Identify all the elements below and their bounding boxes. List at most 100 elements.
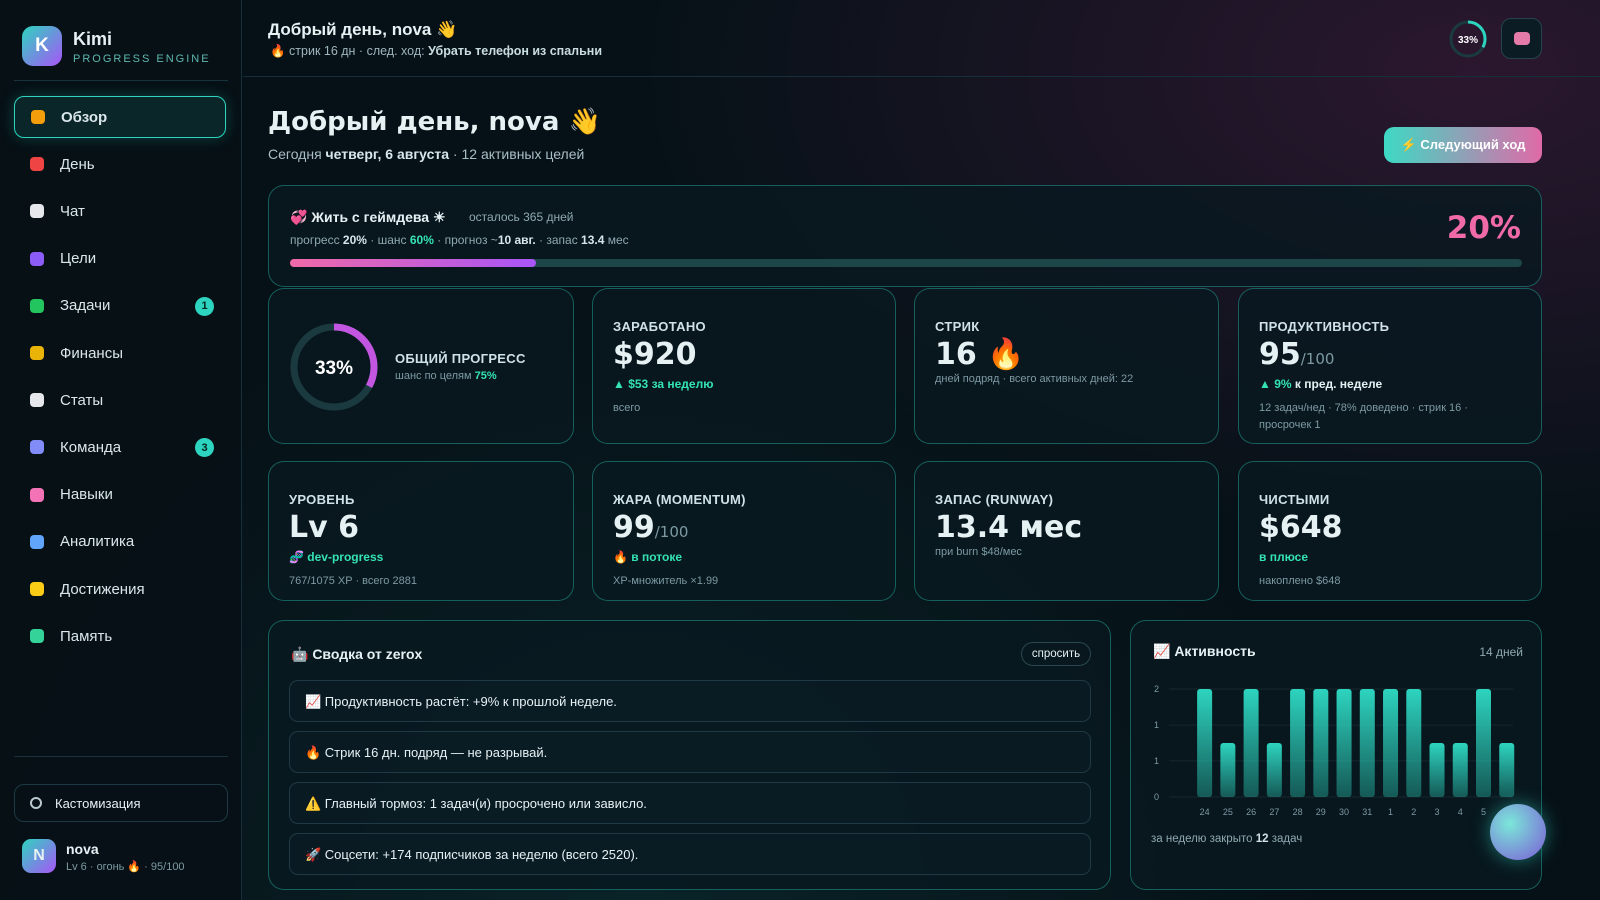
stat-card: ЗАРАБОТАНО $920 ▲ $53 за неделю всего (592, 288, 896, 444)
nav-item[interactable]: Цели (14, 238, 226, 280)
nav-badge: 3 (195, 438, 214, 458)
goal-meta-part: · запас (535, 233, 582, 247)
topbar: Добрый день, nova 👋 🔥 стрик 16 дн · след… (243, 0, 1600, 77)
stat-card: УРОВЕНЬ Lv 6 🧬 dev-progress 767/1075 XP · в… (268, 461, 574, 601)
x-tick-label: 4 (1458, 807, 1463, 817)
nav-item[interactable]: День (14, 143, 226, 185)
card-delta: ▲ 9% к пред. неделе (1259, 377, 1382, 391)
streak-text: 🔥 стрик 16 дн · след. ход: (270, 44, 429, 58)
bot-icon (1514, 32, 1530, 45)
card-value: 95/100 (1259, 337, 1334, 372)
value: 16 🔥 (935, 337, 1025, 372)
hero-date: Сегодня четверг, 6 августа · 12 активных… (268, 146, 584, 162)
bar (1266, 743, 1282, 797)
nav-item[interactable]: Чат (14, 190, 226, 232)
nav-item[interactable]: Команда 3 (14, 426, 226, 468)
card-value: Lv 6 (289, 510, 359, 545)
bar (1406, 689, 1422, 797)
stat-card: ПРОДУКТИВНОСТЬ 95/100 ▲ 9% к пред. неделе 1… (1238, 288, 1542, 444)
bar (1383, 689, 1399, 797)
card-note: шанс по целям 75% (395, 368, 655, 385)
nav-item[interactable]: Навыки (14, 474, 226, 516)
card-note: 767/1075 XP · всего 2881 (289, 575, 417, 587)
nav-label: День (60, 155, 95, 173)
x-tick-label: 25 (1223, 807, 1233, 817)
delta-text: к пред. неделе (1291, 377, 1383, 391)
value: 99 (613, 510, 655, 545)
activity-range: 14 дней (1479, 645, 1523, 659)
value: $648 (1259, 510, 1343, 545)
bar (1197, 689, 1213, 797)
goal-meta-part: прогресс (290, 233, 343, 247)
nav-item[interactable]: Статы (14, 379, 226, 421)
nav-label: Память (60, 627, 113, 645)
nav-icon (30, 440, 44, 455)
card-label: ЗАРАБОТАНО (613, 319, 706, 334)
nav-icon (30, 298, 44, 313)
nav-item[interactable]: Финансы (14, 332, 226, 374)
nav-label: Команда (60, 438, 122, 456)
bar (1359, 689, 1375, 797)
nav-label: Чат (60, 202, 85, 220)
stat-card: ЖАРА (MOMENTUM) 99/100 🔥 в потоке XP-множит… (592, 461, 896, 601)
nav-item[interactable]: Обзор (14, 96, 226, 138)
bot-button[interactable] (1501, 18, 1542, 59)
ring-arc (290, 323, 378, 411)
value: 13.4 мес (935, 510, 1083, 545)
ask-button[interactable]: спросить (1021, 642, 1091, 666)
bar (1476, 689, 1491, 797)
summary-title: 🤖 Сводка от zerox (291, 646, 423, 662)
goal-title: 💞 Жить с геймдева ☀ (290, 209, 446, 225)
card-value: $648 (1259, 510, 1343, 545)
user-avatar: N (22, 839, 56, 873)
goal-meta: прогресс 20% · шанс 60% · прогноз ~10 ав… (290, 233, 629, 247)
goal-meta-part: · прогноз ~ (433, 233, 498, 247)
x-tick-label: 30 (1339, 807, 1349, 817)
card-delta: 🧬 dev-progress (289, 550, 383, 564)
topbar-streak: 🔥 стрик 16 дн · след. ход: Убрать телефо… (270, 44, 602, 59)
footer-text: задач (1268, 833, 1303, 845)
nav-label: Задачи (60, 297, 111, 315)
nav-icon (30, 629, 44, 644)
card-note: накоплено $648 (1259, 575, 1341, 587)
stat-card: ЧИСТЫМИ $648 в плюсе накоплено $648 (1238, 461, 1542, 601)
next-move-button[interactable]: ⚡ Следующий ход (1384, 127, 1542, 163)
nav-item[interactable]: Аналитика (14, 521, 226, 563)
goal-meta-part: 20% (342, 233, 367, 247)
stat-card: СТРИК 16 🔥 дней подряд · всего активных дн… (914, 288, 1219, 444)
bar (1290, 689, 1306, 797)
delta: ▲ $53 за неделю (613, 377, 714, 391)
bar (1243, 689, 1259, 797)
nav-item[interactable]: Достижения (14, 568, 226, 610)
value-unit: /100 (654, 523, 689, 541)
divider (14, 756, 228, 757)
card-note: XP-множитель ×1.99 (613, 575, 719, 587)
card-delta: в плюсе (1259, 550, 1308, 564)
user-name: nova (66, 841, 99, 857)
card-delta: ▲ $53 за неделю (613, 377, 713, 391)
nav-item[interactable]: Память (14, 615, 226, 657)
activity-title: 📈 Активность (1153, 643, 1256, 659)
goal-meta-part: мес (604, 233, 629, 247)
stat-card: ЗАПАС (RUNWAY) 13.4 мес при burn $48/мес (914, 461, 1219, 601)
customize-button[interactable]: Кастомизация (14, 784, 228, 822)
summary-item: 📈 Продуктивность растёт: +9% к прошлой н… (289, 680, 1091, 722)
x-tick-label: 5 (1481, 807, 1486, 817)
card-label: ОБЩИЙ ПРОГРЕСС (395, 351, 526, 366)
value: $920 (613, 337, 697, 372)
goals-count: · 12 активных целей (449, 146, 585, 162)
nav-item[interactable]: Задачи 1 (14, 285, 226, 327)
x-tick-label: 26 (1246, 807, 1256, 817)
progress-ring: 33% (290, 323, 378, 411)
brand: Kimi (73, 29, 113, 49)
card-label: ЖАРА (MOMENTUM) (613, 492, 746, 507)
nav-icon (30, 582, 44, 596)
summary-item: ⚠️ Главный тормоз: 1 задач(и) просрочено… (289, 782, 1091, 824)
nav-label: Обзор (61, 108, 108, 126)
card-note: при burn $48/мес (935, 546, 1022, 558)
nav-icon (30, 251, 44, 266)
nav-icon (31, 110, 45, 124)
assistant-bubble[interactable] (1490, 804, 1546, 860)
gear-icon (30, 797, 42, 809)
footer-text: за неделю закрыто (1151, 833, 1256, 845)
